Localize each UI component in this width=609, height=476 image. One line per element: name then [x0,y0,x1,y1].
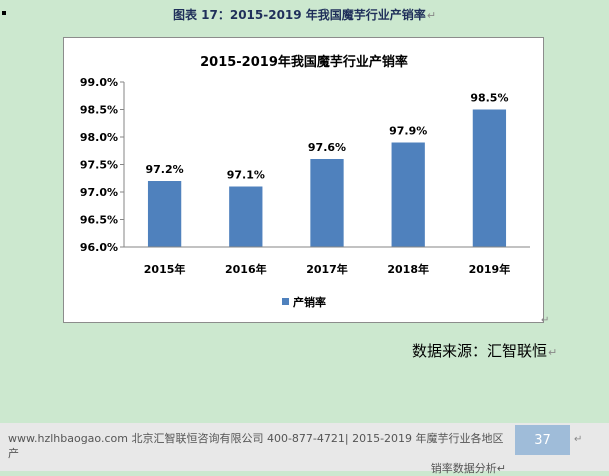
footer-line-2: 销率数据分析↵ [430,462,506,475]
y-tick-label: 97.0% [80,186,118,199]
figure-caption-text: 图表 17：2015-2019 年我国魔芋行业产销率 [172,8,426,22]
footer-line-1: www.hzlhbaogao.com 北京汇智联恒咨询有限公司 400-877-… [8,432,504,460]
page-number: 37 [534,432,551,448]
paragraph-mark: ↵ [548,346,558,359]
y-tick-label: 96.0% [80,241,118,254]
footer-text: www.hzlhbaogao.com 北京汇智联恒咨询有限公司 400-877-… [8,431,508,476]
data-source: 数据来源：汇智联恒↵ [412,340,557,361]
bar[interactable] [472,109,507,248]
bar-chart: 2015-2019年我国魔芋行业产销率 96.0% 96.5% 97.0% 97.5%… [80,54,530,309]
y-tick-label: 96.5% [80,214,118,227]
y-tick-label: 98.0% [80,131,118,144]
figure-caption: 图表 17：2015-2019 年我国魔芋行业产销率↵ [0,6,609,23]
data-label: 98.5% [470,92,508,105]
y-tick-label: 98.5% [80,104,118,117]
y-tick-label: 99.0% [80,76,118,89]
bar[interactable] [310,159,344,247]
list-bullet [2,11,6,15]
data-label: 97.9% [389,125,427,138]
page-footer: www.hzlhbaogao.com 北京汇智联恒咨询有限公司 400-877-… [0,423,609,475]
bar[interactable] [147,181,182,247]
data-source-text: 数据来源：汇智联恒 [412,342,548,360]
chart-title: 2015-2019年我国魔芋行业产销率 [200,54,408,70]
x-tick-label: 2017年 [306,262,348,276]
data-label: 97.2% [146,163,184,176]
x-tick-label: 2015年 [144,262,186,276]
page-number-badge: 37 [515,425,570,455]
x-tick-label: 2016年 [225,262,267,276]
page-number-mark: ↵ [574,434,583,445]
x-tick-label: 2018年 [387,262,429,276]
chart-anchor-mark: ↵ [541,315,550,326]
chart-frame[interactable]: 2015-2019年我国魔芋行业产销率 96.0% 96.5% 97.0% 97.5%… [63,37,544,323]
paragraph-mark: ↵ [426,9,437,22]
legend-swatch [282,298,289,305]
x-tick-label: 2019年 [469,262,511,276]
legend-label: 产销率 [293,295,326,309]
y-tick-label: 97.5% [80,159,118,172]
bar[interactable] [391,142,425,248]
data-label: 97.6% [308,141,346,154]
data-label: 97.1% [227,169,265,182]
bar[interactable] [229,186,263,248]
